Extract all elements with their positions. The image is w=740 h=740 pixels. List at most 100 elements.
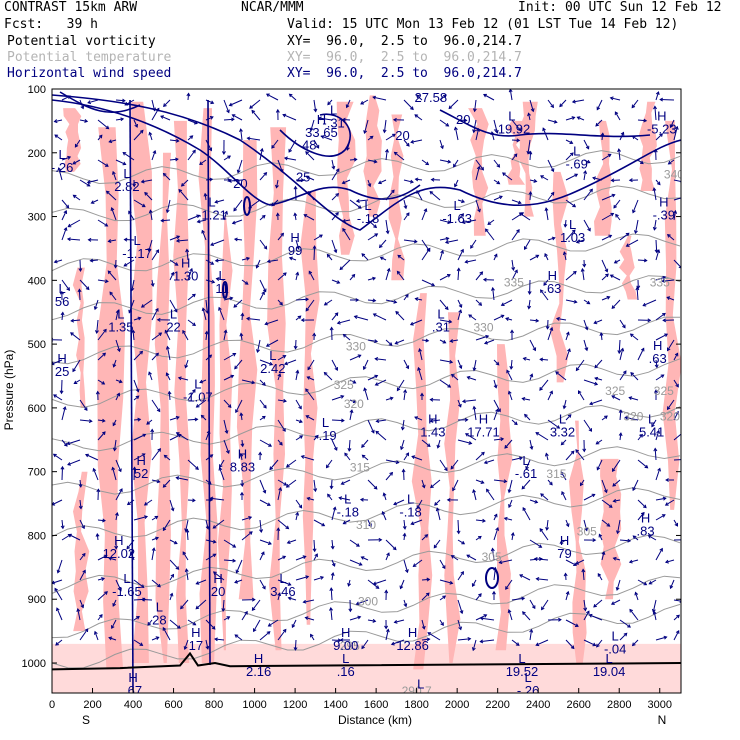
wind-vector-head [176, 625, 181, 629]
wind-vector [467, 376, 477, 381]
wind-vector [247, 137, 261, 141]
wind-vector-head [192, 388, 196, 393]
wind-vector [601, 519, 610, 527]
x-tick-label: 0 [49, 699, 55, 711]
wind-vector [284, 157, 297, 161]
wind-vector-head [185, 248, 190, 253]
wind-vector-head [405, 293, 409, 298]
wind-vector [361, 556, 369, 561]
wind-vector [61, 156, 71, 161]
wind-vector-head [321, 522, 326, 527]
wind-vector-head [516, 138, 521, 143]
extremum-type: H [213, 571, 222, 586]
wind-vector [346, 99, 351, 108]
wind-vector-head [643, 258, 648, 263]
wind-vector [673, 630, 680, 641]
wind-vector [637, 119, 647, 122]
wind-vector [61, 406, 66, 421]
wind-vector [430, 419, 441, 422]
theta-label: 325 [654, 384, 674, 398]
wind-vector [96, 319, 99, 334]
wind-vector [385, 133, 396, 141]
wind-vector-head [412, 563, 417, 567]
wind-vector-head [139, 129, 144, 134]
wind-vector-head [175, 138, 180, 143]
wind-vector-head [208, 354, 213, 359]
wind-vector [411, 455, 423, 461]
wind-vector [205, 639, 209, 650]
wind-vector [151, 548, 155, 561]
extremum-type: L [59, 281, 66, 296]
wind-vector [421, 638, 430, 641]
wind-vector [529, 599, 536, 609]
wind-vector-head [111, 625, 115, 630]
wind-vector [493, 399, 501, 412]
wind-vector [97, 279, 108, 282]
wind-vector [565, 173, 578, 181]
wind-vector [181, 179, 189, 187]
wind-vector [61, 439, 68, 447]
extremum-type: L [208, 195, 215, 210]
wind-vector-head [248, 204, 252, 209]
wind-vector [385, 268, 390, 281]
wind-vector-head [336, 320, 341, 325]
wind-vector-head [521, 596, 526, 601]
wind-vector [151, 332, 162, 341]
wind-vector-head [170, 507, 175, 512]
wind-vector-head [503, 516, 508, 521]
wind-vector-head [603, 489, 608, 494]
wind-vector [576, 239, 585, 243]
wind-vector-head [674, 125, 679, 130]
wind-vector [176, 477, 189, 481]
pv-fill-region [495, 344, 513, 651]
wind-vector-head [305, 175, 310, 180]
wind-vector-head [122, 161, 127, 166]
wind-vector [266, 93, 279, 101]
wind-vector-head [417, 366, 421, 371]
wind-vector-head [656, 181, 661, 186]
wind-vector-head [643, 581, 648, 586]
wind-vector-head [406, 142, 410, 147]
wind-vector-head [642, 302, 647, 307]
wind-vector [79, 570, 86, 581]
wind-vector-head [378, 537, 383, 542]
wind-vector-head [170, 271, 175, 276]
wind-vector-head [659, 97, 664, 102]
wind-vector-head [550, 104, 554, 109]
wind-vector-head [128, 309, 132, 314]
wind-vector-head [627, 538, 632, 543]
wind-vector-head [118, 468, 122, 473]
wind-vector-head [170, 573, 175, 578]
wind-vector [61, 466, 63, 481]
wind-vector [144, 192, 153, 201]
wind-vector-head [233, 237, 238, 242]
wind-vector-head [468, 441, 473, 445]
wind-vector [61, 199, 69, 209]
wind-vector [493, 409, 499, 421]
wind-vector [205, 539, 216, 543]
wind-vector [589, 399, 603, 405]
wind-vector-head [633, 230, 638, 235]
wind-vector-head [54, 587, 58, 592]
wind-vector-head [288, 93, 293, 98]
wind-vector-head [263, 245, 268, 250]
wind-vector [205, 519, 209, 529]
wind-vector [439, 579, 453, 584]
wind-vector [113, 359, 117, 367]
wind-vector-head [152, 149, 157, 154]
wind-vector-head [195, 466, 199, 470]
wind-vector-head [454, 183, 458, 188]
wind-vector-head [667, 347, 671, 352]
wind-vector [403, 533, 406, 541]
wind-vector [475, 271, 483, 281]
wind-vector [349, 379, 356, 384]
wind-vector [403, 179, 414, 183]
wind-vector [67, 459, 81, 466]
wind-vector-head [204, 330, 209, 335]
wind-vector [257, 339, 261, 353]
wind-vector-head [663, 635, 668, 640]
wind-vector [451, 555, 459, 561]
wind-vector-head [293, 647, 298, 651]
wind-vector [457, 571, 464, 581]
wind-vector [195, 599, 207, 610]
